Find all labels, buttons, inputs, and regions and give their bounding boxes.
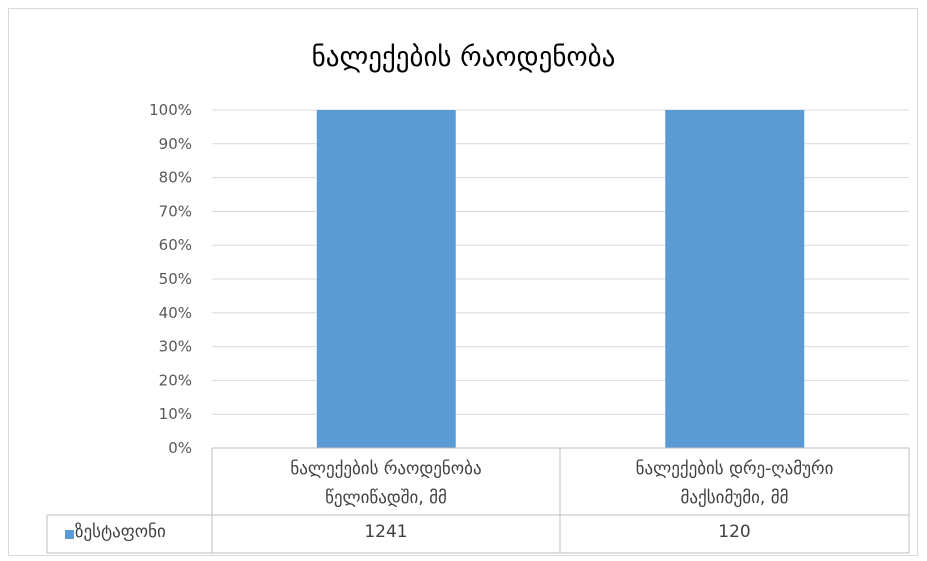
data-table-cell: 120 (718, 522, 751, 542)
category-label: ნალექების დრე-ღამური მაქსიმუმი, მმ (560, 455, 909, 513)
y-tick-label: 0% (168, 439, 192, 457)
category-label-line: ნალექების რაოდენობა (290, 459, 482, 479)
chart-title: ნალექების რაოდენობა (311, 42, 616, 73)
legend-swatch (65, 530, 74, 539)
category-label-line: ნალექების დრე-ღამური (635, 459, 834, 479)
y-tick-label: 100% (149, 101, 192, 119)
legend-label: ზესტაფონი (75, 522, 166, 542)
data-table-cell: 1241 (364, 522, 408, 542)
y-tick-label: 40% (159, 304, 192, 322)
y-tick-label: 70% (159, 202, 192, 220)
y-tick-label: 50% (159, 270, 192, 288)
category-label-line: მაქსიმუმი, მმ (680, 488, 789, 508)
y-tick-label: 20% (159, 371, 192, 389)
bar (316, 110, 456, 448)
y-tick-label: 10% (159, 405, 192, 423)
y-tick-label: 90% (159, 135, 192, 153)
category-label: ნალექების რაოდენობა წელიწადში, მმ (212, 455, 560, 513)
y-tick-label: 60% (159, 236, 192, 254)
y-tick-label: 30% (159, 338, 192, 356)
category-label-line: წელიწადში, მმ (325, 488, 447, 508)
bar (665, 110, 805, 448)
y-tick-label: 80% (159, 169, 192, 187)
